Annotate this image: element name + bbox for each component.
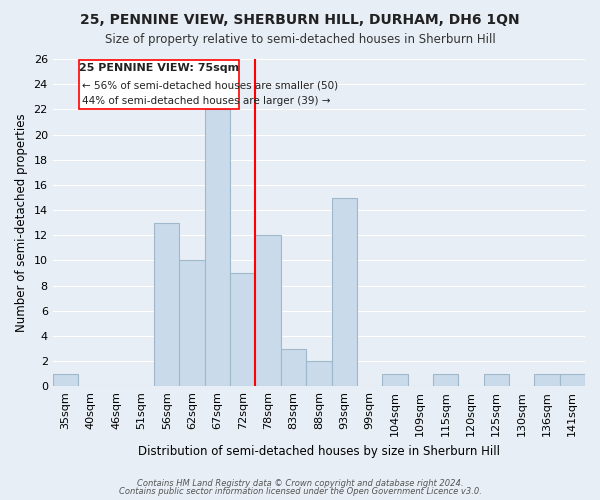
Text: Contains public sector information licensed under the Open Government Licence v3: Contains public sector information licen…: [119, 487, 481, 496]
Bar: [535, 374, 560, 386]
Bar: [306, 361, 332, 386]
Text: 44% of semi-detached houses are larger (39) →: 44% of semi-detached houses are larger (…: [82, 96, 331, 106]
Bar: [560, 374, 585, 386]
Text: Contains HM Land Registry data © Crown copyright and database right 2024.: Contains HM Land Registry data © Crown c…: [137, 478, 463, 488]
Text: Size of property relative to semi-detached houses in Sherburn Hill: Size of property relative to semi-detach…: [104, 32, 496, 46]
Bar: [484, 374, 509, 386]
Bar: [256, 236, 281, 386]
Bar: [433, 374, 458, 386]
FancyBboxPatch shape: [79, 60, 239, 110]
Y-axis label: Number of semi-detached properties: Number of semi-detached properties: [15, 114, 28, 332]
Bar: [332, 198, 357, 386]
Bar: [154, 222, 179, 386]
Bar: [179, 260, 205, 386]
Bar: [205, 110, 230, 386]
Bar: [53, 374, 78, 386]
X-axis label: Distribution of semi-detached houses by size in Sherburn Hill: Distribution of semi-detached houses by …: [138, 444, 500, 458]
Text: 25 PENNINE VIEW: 75sqm: 25 PENNINE VIEW: 75sqm: [79, 64, 239, 74]
Bar: [382, 374, 407, 386]
Bar: [230, 273, 256, 386]
Bar: [281, 348, 306, 387]
Text: 25, PENNINE VIEW, SHERBURN HILL, DURHAM, DH6 1QN: 25, PENNINE VIEW, SHERBURN HILL, DURHAM,…: [80, 12, 520, 26]
Text: ← 56% of semi-detached houses are smaller (50): ← 56% of semi-detached houses are smalle…: [82, 80, 338, 90]
